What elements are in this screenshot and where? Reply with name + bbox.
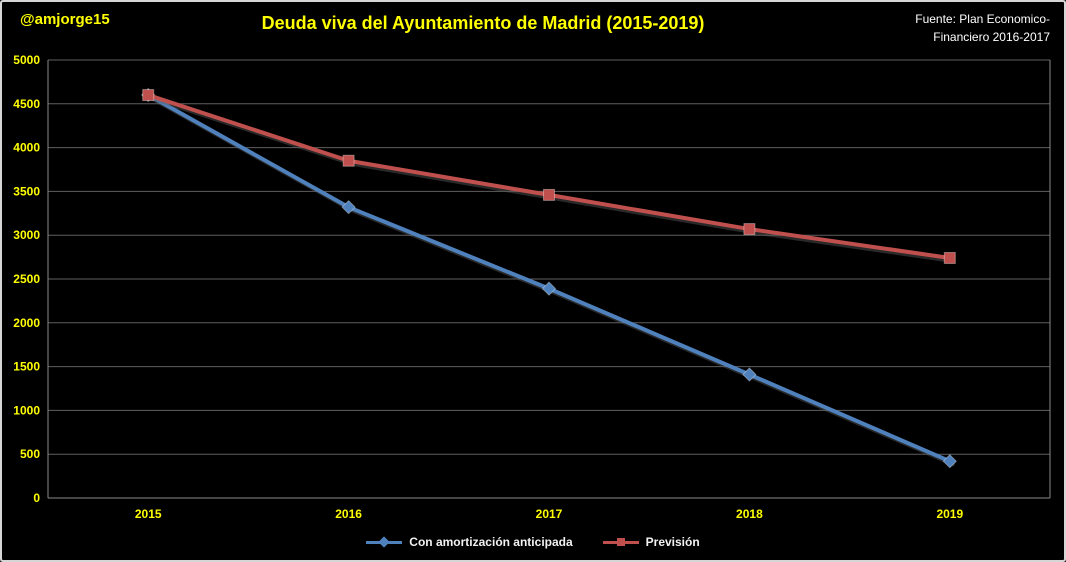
data-point-square [543,188,555,201]
series-line-1 [146,93,952,260]
x-axis-label: 2015 [135,507,162,521]
x-axis-label: 2018 [736,507,763,521]
x-axis-label: 2016 [335,507,362,521]
legend: Con amortización anticipada Previsión [2,535,1064,549]
y-axis-label: 0 [33,491,40,505]
legend-item-prevision: Previsión [602,535,700,549]
square-marker-icon [616,537,625,546]
y-axis-label: 2500 [13,272,40,286]
data-point-square [142,89,155,102]
data-point-diamond [541,281,557,296]
y-axis-label: 2000 [13,316,40,330]
y-axis-label: 3500 [13,184,40,198]
series-line-0 [146,93,952,464]
y-axis-label: 1000 [13,403,40,417]
y-axis-label: 4000 [13,141,40,155]
data-point-square [342,154,355,167]
data-point-diamond [742,367,757,382]
legend-swatch-blue-line-icon [366,535,403,548]
y-axis-label: 5000 [13,53,40,67]
source-note-line2: Financiero 2016-2017 [933,30,1050,44]
y-axis-label: 1500 [13,360,40,374]
data-point-diamond [942,454,958,469]
source-note-line1: Fuente: Plan Economico- [915,12,1050,26]
x-axis-label: 2017 [536,507,563,521]
x-axis-label: 2019 [936,507,963,521]
diamond-marker-icon [378,535,390,548]
legend-label-prevision: Previsión [645,535,700,549]
series-line-shadow [149,96,955,263]
author-handle: @amjorge15 [20,11,110,28]
y-axis-label: 3000 [13,228,40,242]
data-point-diamond [341,199,356,215]
source-note: Fuente: Plan Economico- Financiero 2016-… [915,10,1050,46]
y-axis-label: 4500 [13,97,40,111]
chart-title: Deuda viva del Ayuntamiento de Madrid (2… [261,13,705,33]
legend-label-amortizacion: Con amortización anticipada [409,535,573,549]
data-point-square [943,251,956,264]
y-axis-label: 500 [20,447,40,461]
data-point-square [743,223,756,236]
legend-swatch-red-line-icon [602,537,639,548]
legend-item-amortizacion: Con amortización anticipada [366,535,573,549]
